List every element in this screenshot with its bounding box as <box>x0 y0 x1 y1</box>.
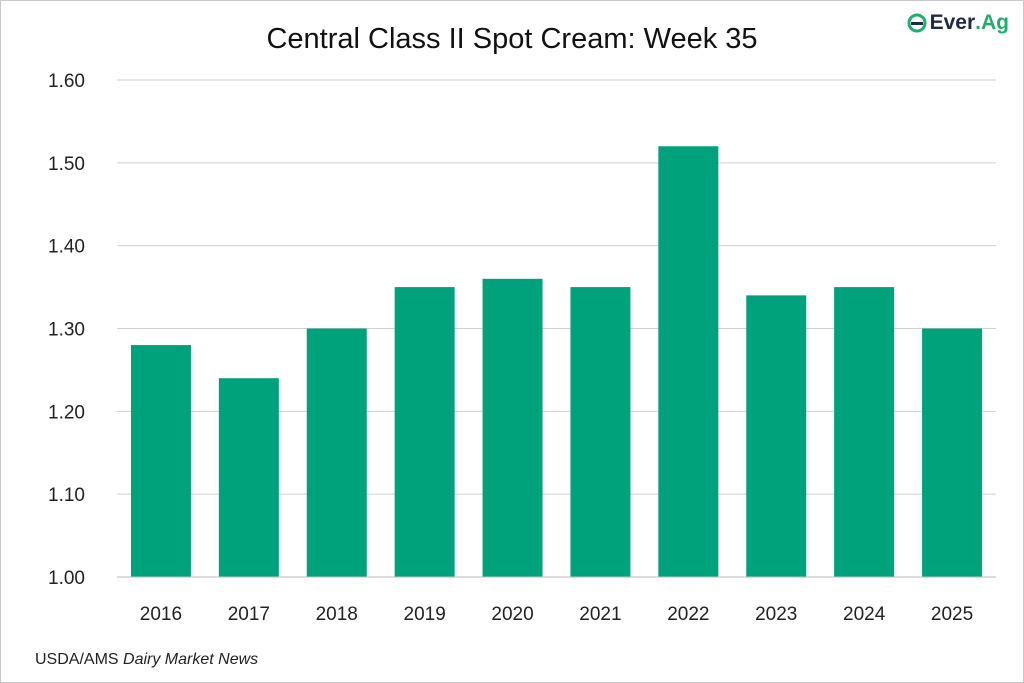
bar-2019 <box>394 287 455 577</box>
y-tick-label: 1.30 <box>48 320 85 341</box>
x-tick-label: 2016 <box>140 604 182 625</box>
bar-2021 <box>570 287 631 577</box>
bar-2018 <box>306 328 367 577</box>
logo-text-ever: Ever <box>929 11 976 34</box>
bar-2022 <box>658 146 719 577</box>
x-tick-label: 2017 <box>228 604 270 625</box>
y-tick-label: 1.40 <box>48 237 85 258</box>
logo-text-ag: .Ag <box>975 11 1009 34</box>
logo-mark-icon <box>907 13 927 33</box>
x-tick-label: 2025 <box>931 604 973 625</box>
source-note: USDA/AMS Dairy Market News <box>35 651 258 669</box>
y-tick-label: 1.20 <box>48 402 85 423</box>
bar-2024 <box>834 287 895 577</box>
y-tick-label: 1.50 <box>48 154 85 175</box>
x-tick-label: 2022 <box>667 604 709 625</box>
everag-logo: Ever .Ag <box>907 11 1009 35</box>
bar-2025 <box>922 328 983 577</box>
x-tick-label: 2021 <box>579 604 621 625</box>
x-tick-label: 2023 <box>755 604 797 625</box>
chart-title: Central Class II Spot Cream: Week 35 <box>266 23 758 55</box>
y-tick-label: 1.60 <box>48 71 85 92</box>
bar-2017 <box>218 378 279 577</box>
x-tick-label: 2024 <box>843 604 886 625</box>
bar-2016 <box>130 345 191 577</box>
bar-2023 <box>746 295 807 577</box>
x-tick-label: 2018 <box>316 604 358 625</box>
x-tick-label: 2019 <box>404 604 446 625</box>
bar-2020 <box>482 278 543 577</box>
source-italic: Dairy Market News <box>123 651 259 668</box>
x-tick-label: 2020 <box>491 604 533 625</box>
source-prefix: USDA/AMS <box>35 651 124 668</box>
y-tick-label: 1.10 <box>48 485 85 506</box>
y-tick-label: 1.00 <box>48 568 85 589</box>
